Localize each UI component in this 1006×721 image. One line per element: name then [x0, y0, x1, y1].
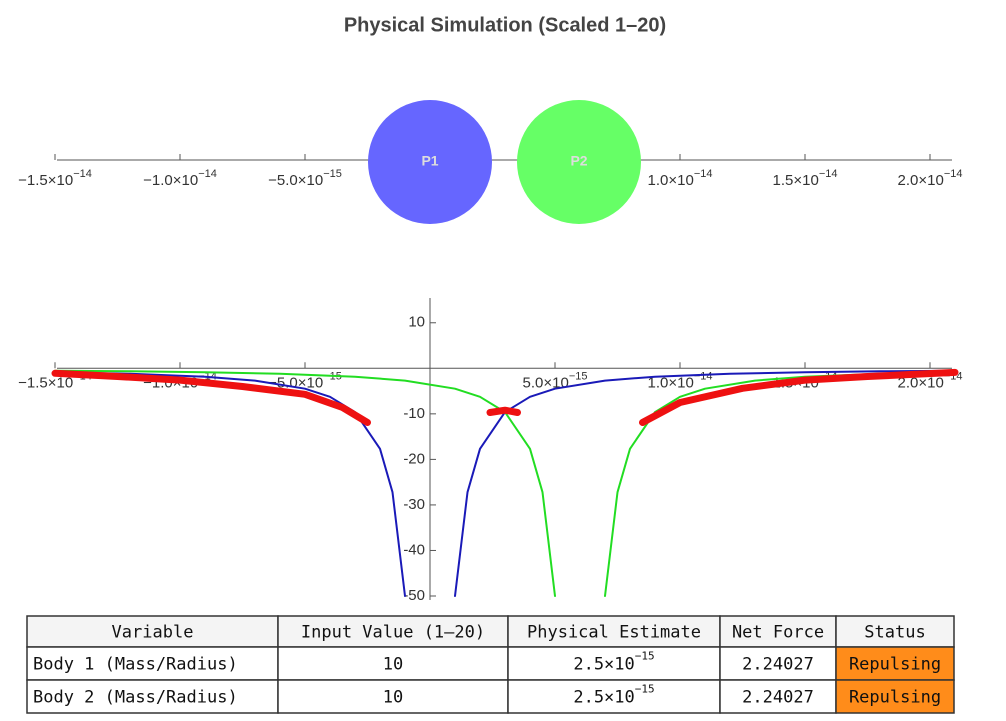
tick-exponent: −14	[694, 370, 713, 382]
series-line	[54, 369, 956, 597]
tick-mantissa: −1.0×10	[143, 172, 198, 189]
y-tick-label: -10	[403, 405, 425, 422]
x-tick-label: 1.0×10−14	[648, 370, 713, 391]
tick-mantissa: 5.0×10	[523, 374, 569, 391]
table-text: Body 1 (Mass/Radius)	[33, 655, 238, 675]
table-text: Status	[864, 623, 925, 643]
body-label: P1	[421, 153, 438, 169]
table-cell	[507, 679, 721, 714]
y-tick-label: -20	[403, 450, 425, 467]
tick-exponent: −14	[944, 168, 963, 180]
x-tick-label: 5.0×10−15	[523, 370, 588, 391]
tick-mantissa: 1.5×10	[773, 172, 819, 189]
tick-exponent: −14	[819, 168, 838, 180]
series-line	[51, 368, 959, 426]
title: Physical Simulation (Scaled 1–20)	[344, 14, 666, 36]
tick-mantissa: 2.0×10	[898, 172, 944, 189]
tick-exponent: −14	[198, 168, 217, 180]
series-line	[54, 369, 956, 597]
y-tick-label: -30	[403, 496, 425, 513]
table-text: 2.5×10−15	[573, 683, 654, 708]
x-tick-label: −1.0×10−14	[143, 168, 217, 189]
table-text: Repulsing	[849, 688, 941, 708]
exponent: −15	[635, 650, 655, 663]
x-tick-label: −1.5×10−14	[18, 168, 92, 189]
table-cell	[277, 646, 509, 681]
body	[517, 100, 641, 224]
tick-mantissa: 1.0×10	[648, 172, 694, 189]
table-text: 2.24027	[742, 688, 814, 708]
table-cell	[26, 646, 279, 681]
y-tick-label: -50	[403, 587, 425, 604]
table-cell	[835, 615, 955, 648]
table-text: Input Value (1–20)	[301, 623, 485, 643]
table-text: Variable	[112, 623, 194, 643]
mantissa: 2.5×10	[573, 655, 634, 675]
tick-exponent: −14	[73, 168, 92, 180]
x-tick-label: 1.5×10−14	[773, 168, 838, 189]
table-text: 2.5×10−15	[573, 650, 654, 675]
table-text: Repulsing	[849, 655, 941, 675]
table-text: 2.24027	[742, 655, 814, 675]
table-text: 10	[383, 688, 403, 708]
tick-mantissa: 1.0×10	[648, 374, 694, 391]
mantissa: 2.5×10	[573, 688, 634, 708]
x-tick-label: 1.0×10−14	[648, 168, 713, 189]
tick-exponent: −15	[569, 370, 588, 382]
x-tick-label: −5.0×10−15	[268, 168, 342, 189]
tick-exponent: −15	[323, 168, 342, 180]
tick-mantissa: 2.0×10	[898, 374, 944, 391]
table-text: Net Force	[732, 623, 824, 643]
table-cell	[719, 615, 837, 648]
tick-mantissa: −5.0×10	[268, 172, 323, 189]
table-cell	[835, 679, 955, 714]
table-cell	[277, 679, 509, 714]
tick-mantissa: −5.0×10	[268, 374, 323, 391]
table-text: Body 2 (Mass/Radius)	[33, 688, 238, 708]
y-tick-label: 10	[408, 314, 425, 331]
tick-mantissa: −1.5×10	[18, 172, 73, 189]
table-cell	[277, 615, 509, 648]
table-cell	[507, 646, 721, 681]
x-tick-label: 2.0×10−14	[898, 168, 963, 189]
tick-mantissa: −1.5×10	[18, 374, 73, 391]
tick-exponent: −14	[694, 168, 713, 180]
body-label: P2	[570, 153, 587, 169]
exponent: −15	[635, 683, 655, 696]
table-text: Physical Estimate	[527, 623, 701, 643]
y-tick-label: -40	[403, 541, 425, 558]
table-cell	[835, 646, 955, 681]
body	[368, 100, 492, 224]
table-text: 10	[383, 655, 403, 675]
